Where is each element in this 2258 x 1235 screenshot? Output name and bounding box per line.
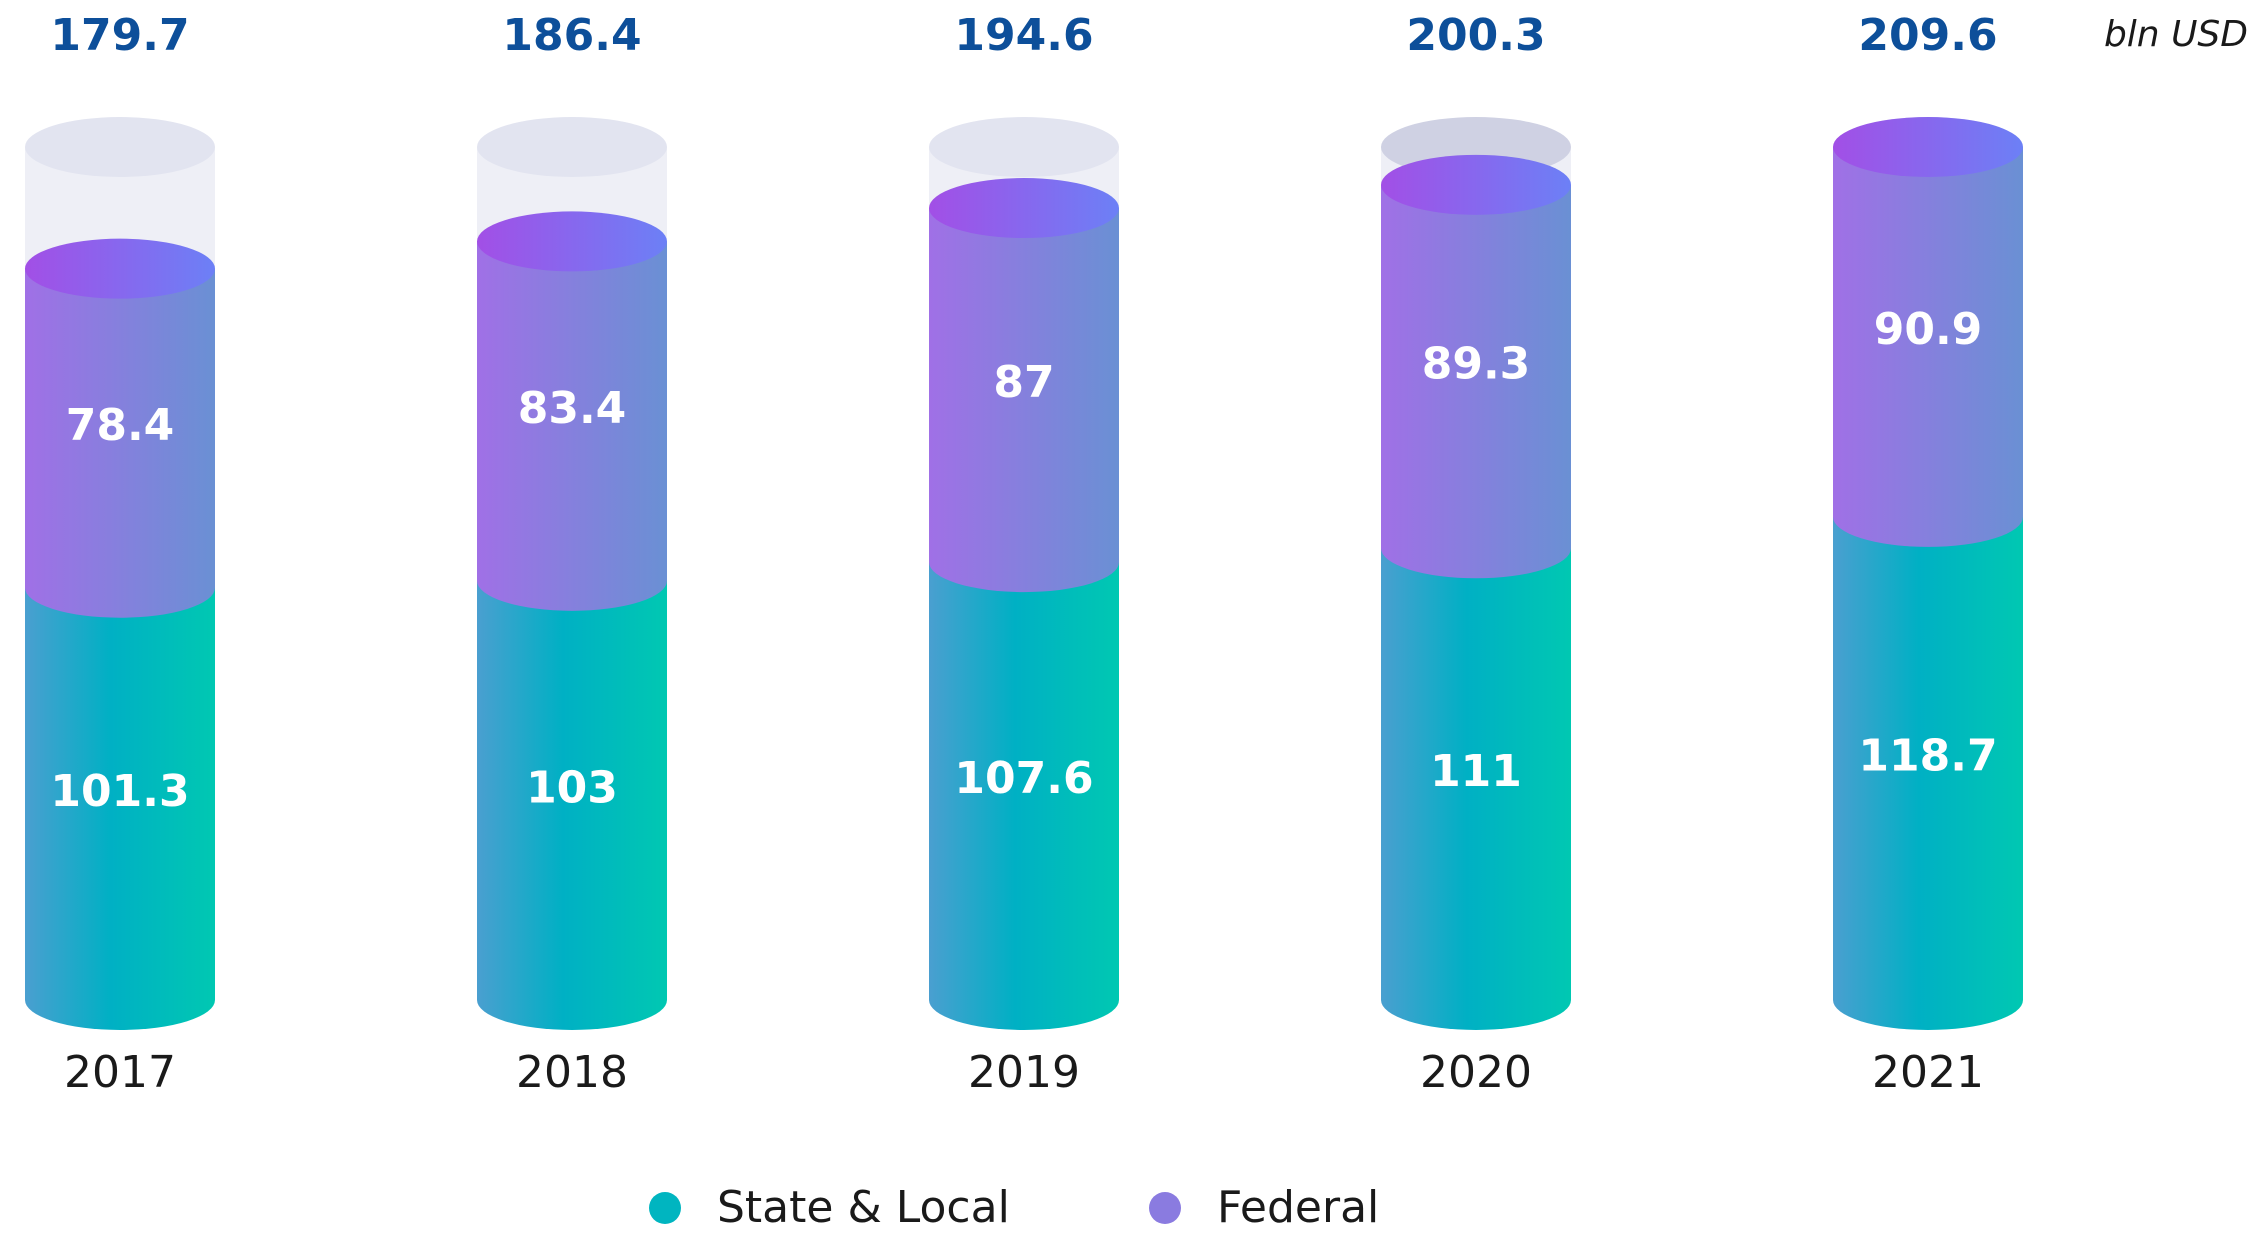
cylinder-container-top <box>25 117 215 177</box>
segment-label: 78.4 <box>66 400 175 451</box>
cylinder-cap <box>929 178 1119 239</box>
cylinder-cap <box>477 211 667 272</box>
x-tick-label: 2017 <box>64 1047 176 1098</box>
total-label: 194.6 <box>954 10 1093 61</box>
cylinder-container-top <box>929 117 1119 177</box>
segment-label: 111 <box>1430 746 1522 797</box>
segment-label: 103 <box>526 762 618 813</box>
segment-label: 87 <box>993 357 1054 408</box>
cylinder-segment <box>25 268 215 618</box>
legend-label: State & Local <box>717 1182 1010 1233</box>
unit-label: bln USD <box>2104 14 2248 55</box>
total-label: 186.4 <box>502 10 641 61</box>
cylinder-cap <box>1381 154 1571 215</box>
cylinder-segment <box>477 241 667 611</box>
cylinder-segment <box>929 208 1119 593</box>
cylinder-container-top <box>477 117 667 177</box>
cylinder-segment <box>477 580 667 1030</box>
cylinder-segment <box>25 587 215 1030</box>
x-tick-label: 2020 <box>1420 1047 1532 1098</box>
x-tick-label: 2019 <box>968 1047 1080 1098</box>
total-label: 209.6 <box>1858 10 1997 61</box>
x-tick-label: 2018 <box>516 1047 628 1098</box>
cylinder-cap <box>1833 117 2023 177</box>
cylinder-segment <box>1381 184 1571 579</box>
legend-swatch <box>649 1192 681 1224</box>
segment-label: 83.4 <box>518 383 627 434</box>
legend-label: Federal <box>1217 1182 1379 1233</box>
segment-label: 107.6 <box>954 753 1093 804</box>
segment-label: 89.3 <box>1422 339 1531 390</box>
cylinder-segment <box>1833 516 2023 1030</box>
total-label: 200.3 <box>1406 10 1545 61</box>
segment-label: 90.9 <box>1874 304 1983 355</box>
cylinder-segment <box>929 562 1119 1030</box>
cylinder-segment <box>1381 548 1571 1030</box>
cylinder-segment <box>1833 147 2023 547</box>
total-label: 179.7 <box>50 10 189 61</box>
segment-label: 118.7 <box>1858 730 1997 781</box>
cylinder-cap <box>25 238 215 299</box>
segment-label: 101.3 <box>50 766 189 817</box>
legend-swatch <box>1149 1192 1181 1224</box>
x-tick-label: 2021 <box>1872 1047 1984 1098</box>
